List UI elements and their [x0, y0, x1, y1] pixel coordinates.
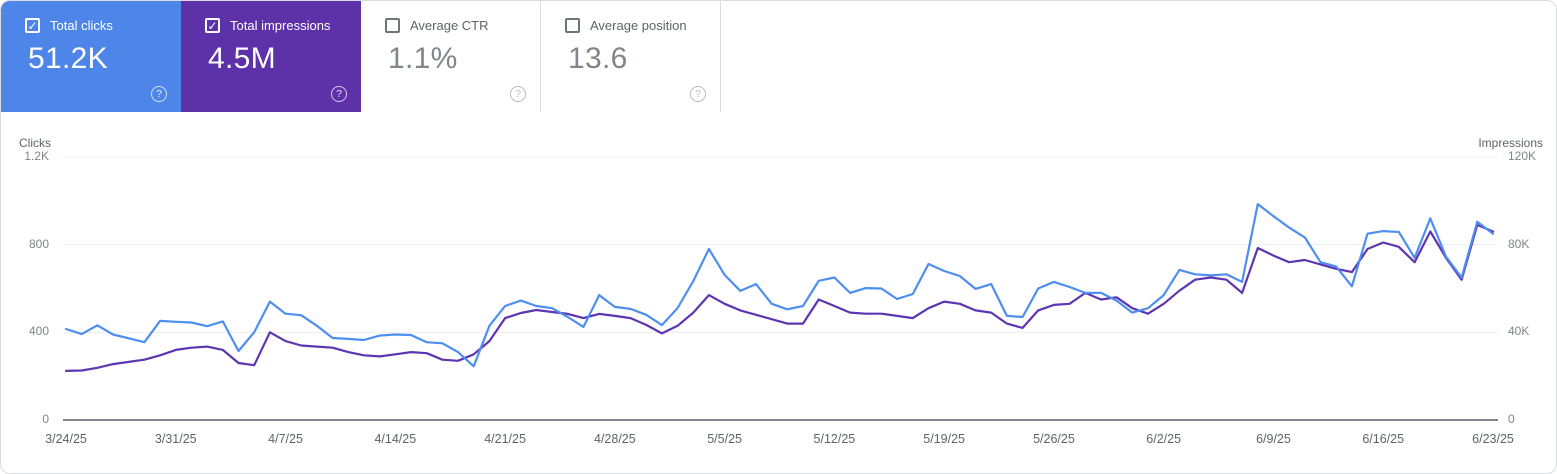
x-tick-label: 4/21/25: [484, 432, 526, 446]
help-icon[interactable]: ?: [151, 86, 167, 102]
series-line-total-clicks: [64, 203, 1495, 368]
x-tick-label: 4/14/25: [374, 432, 417, 446]
total-clicks-checkbox[interactable]: ✓: [25, 18, 40, 33]
x-tick-label: 6/2/25: [1146, 432, 1182, 446]
left-y-tick: 1.2K: [24, 149, 49, 163]
total-clicks-value: 51.2K: [28, 42, 108, 75]
metric-card-total-clicks[interactable]: ✓ Total clicks 51.2K ?: [1, 1, 181, 112]
left-axis-title: Clicks: [19, 136, 51, 150]
average-position-checkbox[interactable]: [565, 18, 580, 33]
x-tick-label: 5/26/25: [1033, 432, 1075, 446]
average-ctr-value: 1.1%: [388, 42, 458, 75]
average-ctr-checkbox[interactable]: [385, 18, 400, 33]
average-ctr-label: Average CTR: [410, 18, 489, 33]
metric-card-average-position[interactable]: Average position 13.6 ?: [541, 1, 721, 112]
x-tick-label: 5/12/25: [813, 432, 856, 446]
metric-cards-row: ✓ Total clicks 51.2K ? ✓ Total impressio…: [1, 1, 721, 112]
x-tick-label: 3/24/25: [45, 432, 87, 446]
metric-card-average-ctr[interactable]: Average CTR 1.1% ?: [361, 1, 541, 112]
total-impressions-value: 4.5M: [208, 42, 276, 75]
left-y-tick: 400: [28, 324, 49, 339]
series-line-total-impressions: [64, 223, 1495, 372]
left-y-tick: 800: [28, 236, 49, 251]
x-tick-label: 6/16/25: [1362, 432, 1405, 446]
average-position-value: 13.6: [568, 42, 628, 75]
x-tick-label: 4/7/25: [268, 432, 303, 446]
total-clicks-label: Total clicks: [50, 18, 113, 33]
right-y-tick: 120K: [1508, 149, 1537, 163]
right-axis-title: Impressions: [1478, 136, 1543, 150]
x-tick-label: 4/28/25: [593, 432, 636, 446]
left-y-tick: 0: [42, 412, 49, 426]
right-y-tick: 40K: [1508, 324, 1530, 339]
help-icon[interactable]: ?: [510, 86, 526, 102]
x-tick-label: 3/31/25: [154, 432, 197, 446]
total-impressions-label: Total impressions: [230, 18, 331, 33]
right-y-tick: 80K: [1508, 236, 1530, 251]
x-tick-label: 6/9/25: [1256, 432, 1291, 446]
x-tick-label: 5/19/25: [923, 432, 965, 446]
help-icon[interactable]: ?: [690, 86, 706, 102]
metric-card-total-impressions[interactable]: ✓ Total impressions 4.5M ?: [181, 1, 361, 112]
x-tick-label: 5/5/25: [707, 432, 742, 446]
right-y-tick: 0: [1508, 412, 1515, 426]
average-position-label: Average position: [590, 18, 687, 33]
x-tick-label: 6/23/25: [1472, 432, 1514, 446]
help-icon[interactable]: ?: [331, 86, 347, 102]
total-impressions-checkbox[interactable]: ✓: [205, 18, 220, 33]
